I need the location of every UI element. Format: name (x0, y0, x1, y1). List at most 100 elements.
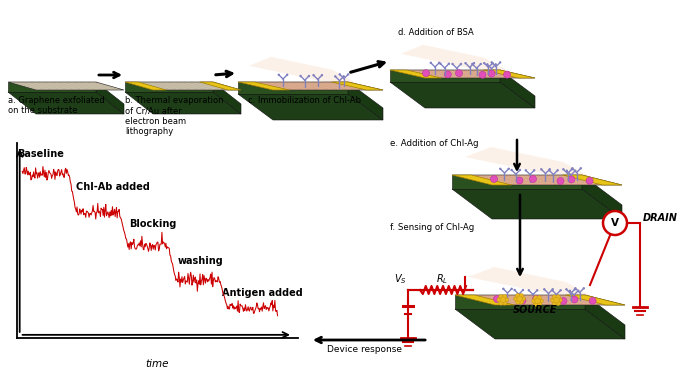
Circle shape (534, 296, 538, 300)
Circle shape (549, 168, 551, 170)
Circle shape (558, 298, 562, 303)
Polygon shape (125, 82, 166, 90)
Circle shape (556, 301, 560, 306)
Text: $R_L$: $R_L$ (436, 272, 448, 286)
Circle shape (483, 62, 486, 64)
Text: c. Immobilization of ChI-Ab: c. Immobilization of ChI-Ab (248, 96, 361, 105)
Circle shape (308, 75, 310, 77)
Text: ChI-Ab added: ChI-Ab added (76, 182, 150, 192)
Circle shape (543, 288, 545, 291)
Polygon shape (390, 82, 535, 108)
Circle shape (557, 177, 564, 185)
Circle shape (488, 70, 495, 77)
Circle shape (532, 299, 536, 303)
Text: SOURCE: SOURCE (513, 305, 557, 315)
Circle shape (537, 302, 542, 306)
Polygon shape (484, 70, 535, 78)
Polygon shape (401, 45, 524, 80)
Circle shape (479, 63, 482, 65)
Circle shape (499, 61, 501, 64)
Text: a. Graphene exfoliated
on the substrate: a. Graphene exfoliated on the substrate (8, 96, 105, 115)
Circle shape (334, 75, 336, 77)
Circle shape (534, 302, 538, 306)
Text: Baseline: Baseline (17, 149, 64, 159)
Polygon shape (332, 82, 383, 90)
Circle shape (499, 300, 503, 305)
Polygon shape (500, 70, 535, 108)
Circle shape (513, 289, 516, 291)
Circle shape (499, 294, 503, 299)
Circle shape (286, 74, 288, 76)
Circle shape (448, 62, 450, 65)
Circle shape (532, 296, 540, 303)
Circle shape (519, 297, 526, 304)
Circle shape (551, 288, 554, 291)
Circle shape (603, 211, 627, 235)
Circle shape (451, 63, 453, 65)
Circle shape (500, 297, 506, 303)
Circle shape (342, 75, 345, 77)
Circle shape (490, 176, 497, 182)
Circle shape (574, 287, 577, 290)
Circle shape (347, 73, 349, 76)
Circle shape (277, 74, 280, 76)
Polygon shape (390, 70, 500, 82)
Circle shape (562, 168, 564, 170)
Polygon shape (455, 295, 514, 305)
Circle shape (551, 289, 553, 291)
Text: DRAIN: DRAIN (643, 213, 678, 223)
Polygon shape (213, 82, 241, 114)
Polygon shape (8, 92, 124, 114)
Polygon shape (249, 57, 372, 92)
Circle shape (516, 300, 520, 304)
Circle shape (565, 288, 568, 291)
Circle shape (456, 70, 462, 77)
Circle shape (312, 74, 314, 76)
Text: b. Thermal evaporation
of Cr/Au after
electron beam
lithography: b. Thermal evaporation of Cr/Au after el… (125, 96, 223, 136)
Circle shape (540, 168, 543, 170)
Circle shape (569, 290, 571, 292)
Circle shape (460, 63, 462, 65)
Circle shape (571, 296, 578, 303)
Circle shape (503, 71, 510, 78)
Circle shape (525, 169, 527, 171)
Text: e. Addition of ChI-Ag: e. Addition of ChI-Ag (390, 138, 479, 147)
Polygon shape (8, 82, 96, 92)
Circle shape (321, 74, 323, 76)
Text: $V_S$: $V_S$ (394, 272, 406, 286)
Polygon shape (585, 295, 625, 339)
Polygon shape (452, 189, 622, 219)
Circle shape (583, 287, 585, 290)
Circle shape (553, 297, 559, 303)
Circle shape (530, 176, 536, 182)
Polygon shape (455, 309, 625, 339)
Circle shape (516, 296, 523, 302)
Circle shape (516, 177, 523, 184)
Polygon shape (200, 82, 241, 90)
Circle shape (560, 289, 562, 291)
Circle shape (568, 176, 575, 183)
Text: f. Sensing of ChI-Ag: f. Sensing of ChI-Ag (390, 223, 474, 232)
Circle shape (527, 289, 530, 291)
Polygon shape (452, 175, 582, 189)
Circle shape (580, 167, 582, 170)
Circle shape (548, 169, 551, 171)
Polygon shape (455, 295, 625, 305)
Polygon shape (238, 82, 348, 94)
Circle shape (519, 300, 523, 304)
Polygon shape (125, 92, 241, 114)
Circle shape (556, 169, 559, 171)
Circle shape (519, 169, 521, 171)
Polygon shape (390, 70, 535, 78)
Circle shape (535, 298, 540, 304)
Polygon shape (582, 175, 622, 219)
Polygon shape (125, 82, 241, 90)
Circle shape (510, 288, 513, 290)
Text: Antigen added: Antigen added (222, 288, 303, 297)
Circle shape (502, 300, 507, 305)
Polygon shape (566, 295, 625, 305)
Polygon shape (465, 147, 609, 187)
Polygon shape (8, 82, 124, 90)
Circle shape (521, 297, 525, 301)
Circle shape (504, 297, 508, 302)
